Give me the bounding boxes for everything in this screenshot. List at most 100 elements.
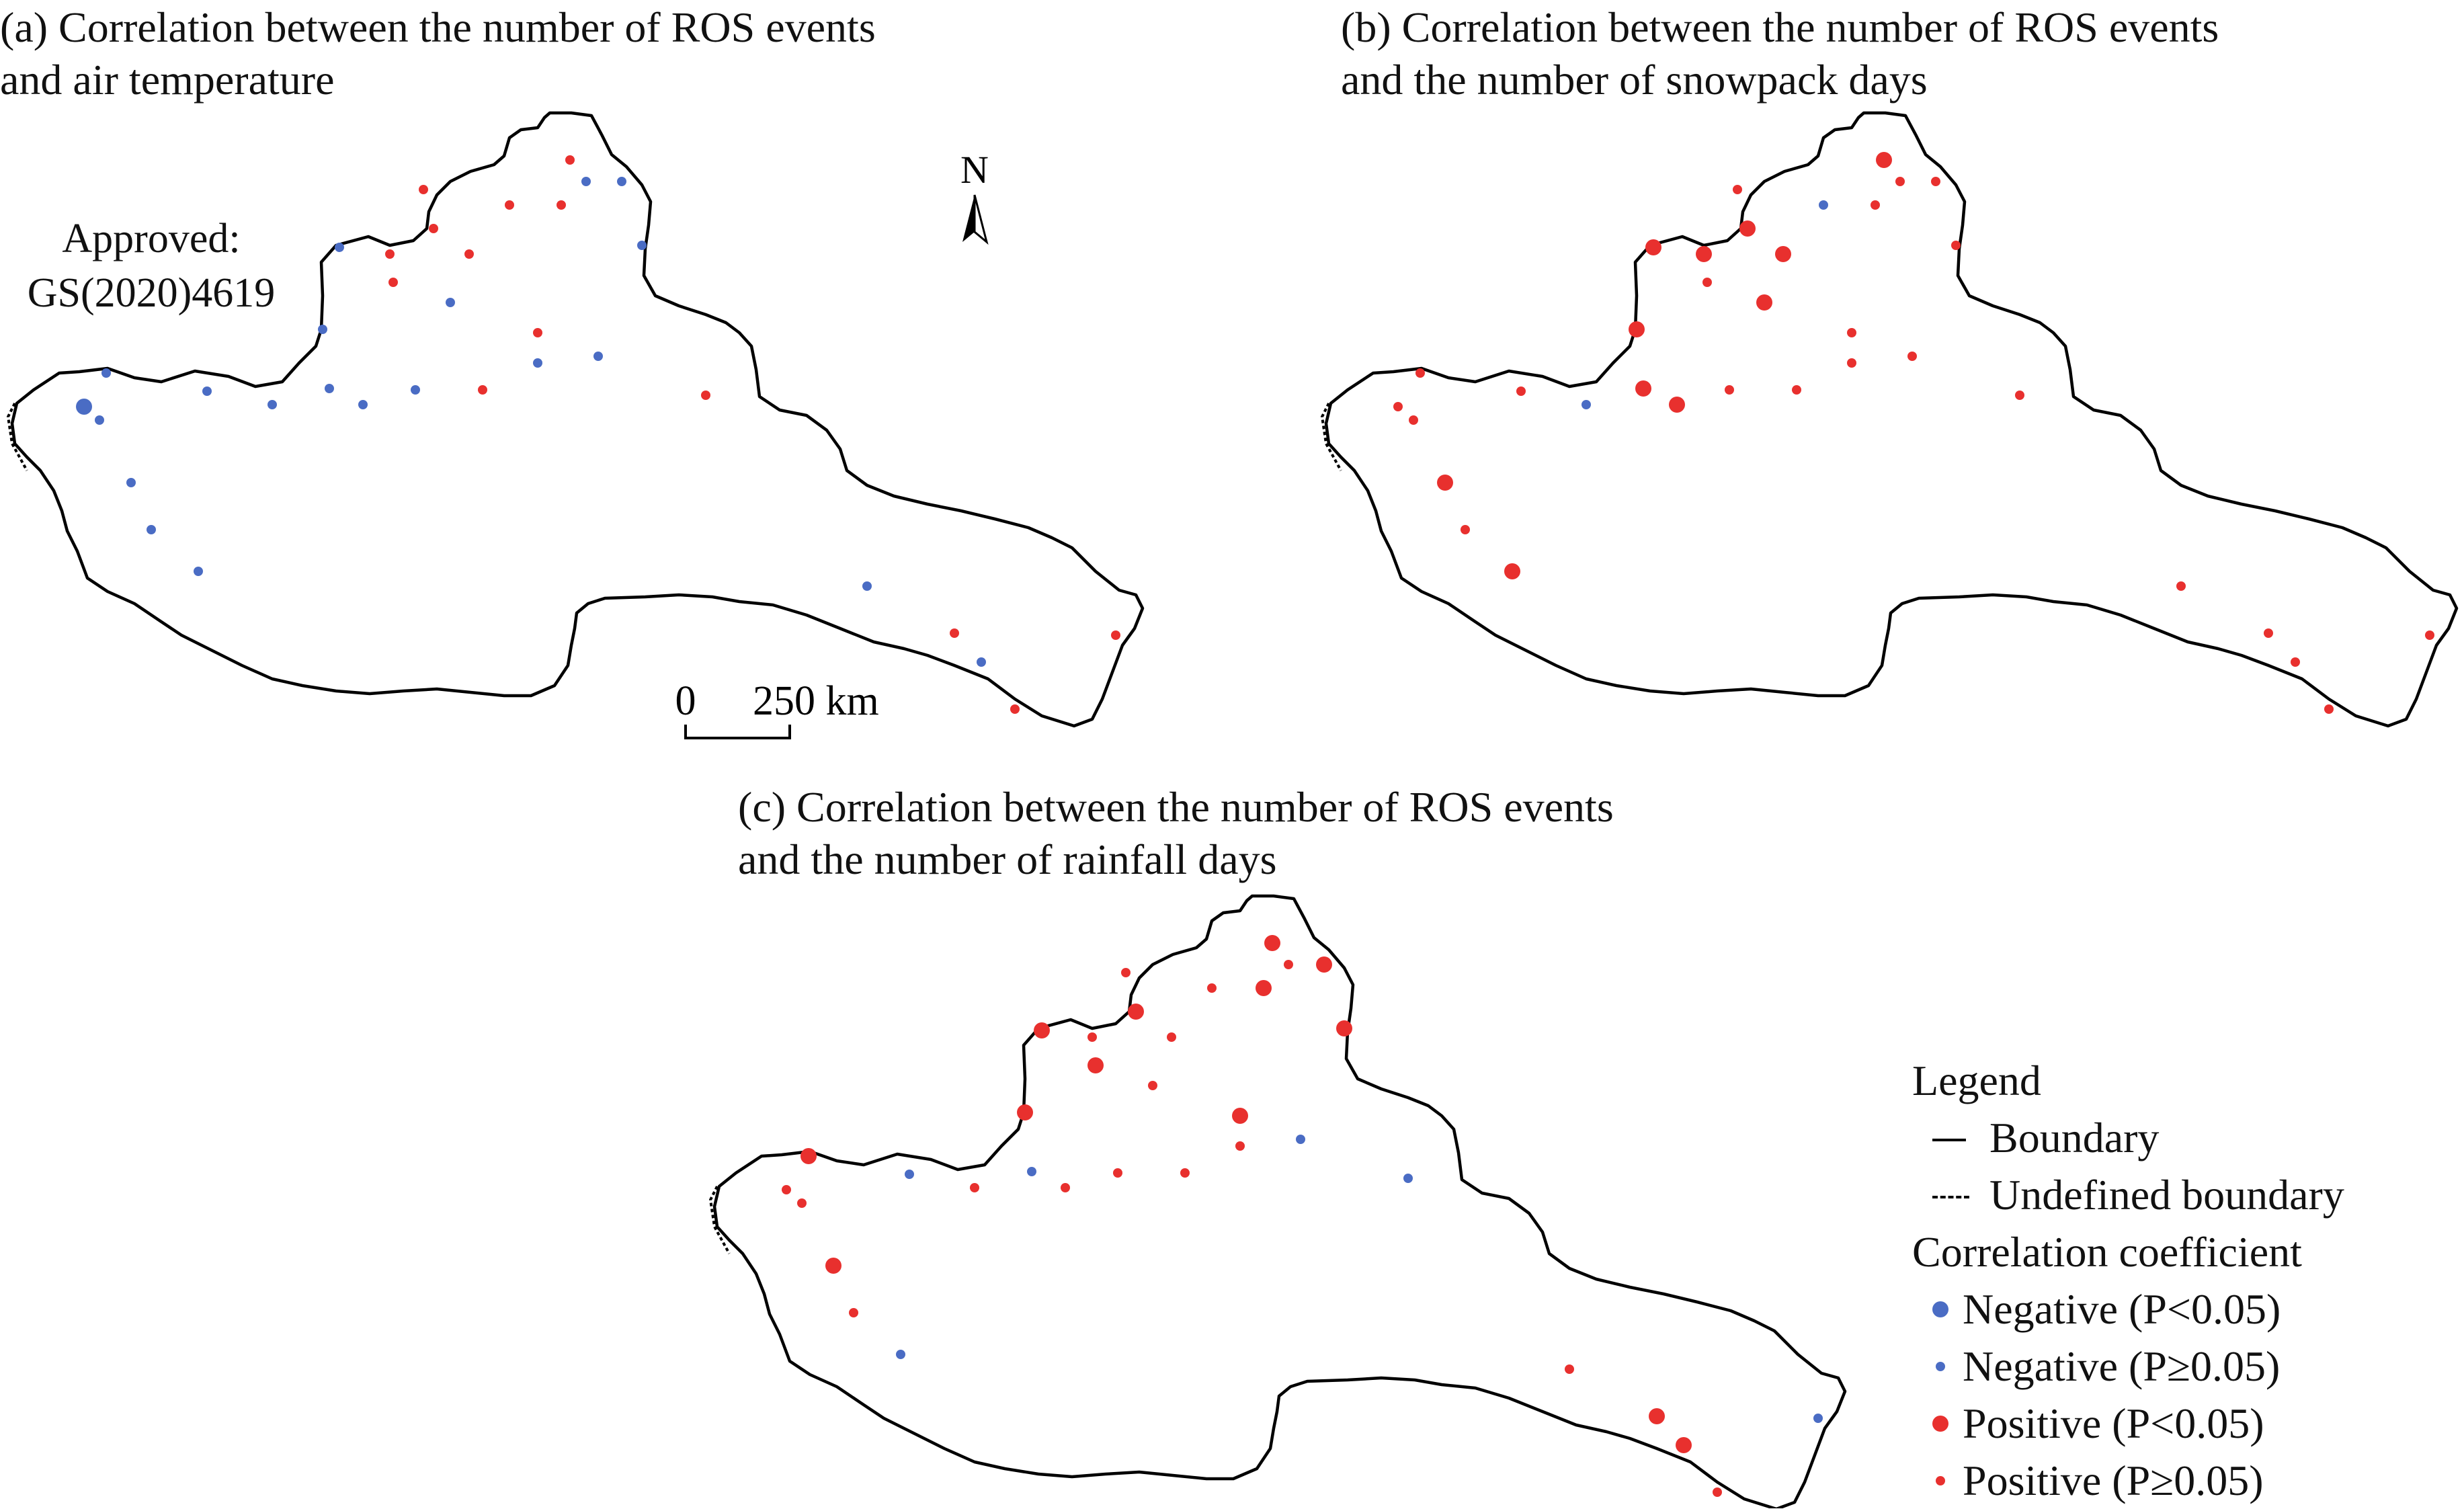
station-dot <box>1415 368 1425 378</box>
station-dot <box>1702 278 1712 287</box>
station-dots-a <box>76 155 1120 714</box>
station-dot <box>970 1183 979 1192</box>
station-dot <box>1437 475 1453 491</box>
station-dot <box>1167 1032 1176 1042</box>
station-dot <box>1128 1004 1144 1020</box>
legend-boundary: Boundary <box>1912 1109 2344 1166</box>
legend-label-negative-nonsig: Negative (P≥0.05) <box>1963 1342 2281 1390</box>
legend-dot-positive-sig <box>1932 1416 1948 1432</box>
station-dot <box>505 200 514 210</box>
station-dot <box>1409 415 1418 425</box>
legend-dot-negative-nonsig <box>1936 1362 1945 1371</box>
legend-item-positive-sig: Positive (P<0.05) <box>1912 1395 2344 1452</box>
panel-a-title: (a) Correlation between the number of RO… <box>0 1 876 106</box>
station-dot <box>1393 402 1403 411</box>
legend-boundary-label: Boundary <box>1989 1114 2160 1161</box>
station-dot <box>1725 385 1734 395</box>
station-dot <box>797 1198 807 1208</box>
station-dot <box>147 525 156 534</box>
panel-c-title-line1: (c) Correlation between the number of RO… <box>738 783 1614 831</box>
station-dot <box>1256 980 1272 996</box>
station-dot <box>1034 1022 1050 1038</box>
legend-dot-positive-nonsig <box>1936 1476 1945 1485</box>
station-dot <box>446 298 455 307</box>
legend-item-positive-nonsig: Positive (P≥0.05) <box>1912 1452 2344 1509</box>
station-dot <box>1296 1135 1305 1144</box>
station-dot <box>1336 1020 1352 1036</box>
station-dot <box>2291 657 2300 667</box>
station-dot <box>2264 628 2273 638</box>
station-dot <box>1027 1167 1036 1176</box>
station-dot <box>1113 1168 1122 1178</box>
approval-code: GS(2020)4619 <box>27 270 276 316</box>
legend-dot-negative-sig <box>1932 1301 1948 1317</box>
legend-coef-title: Correlation coefficient <box>1912 1228 2302 1276</box>
station-dot <box>1847 358 1856 368</box>
station-dot <box>385 249 395 259</box>
station-dot <box>101 368 111 378</box>
station-dot <box>1087 1057 1104 1073</box>
station-dot <box>977 657 986 667</box>
station-dot <box>419 185 428 194</box>
station-dot <box>335 243 344 252</box>
legend-label-positive-nonsig: Positive (P≥0.05) <box>1963 1457 2264 1504</box>
station-dot <box>202 386 212 396</box>
map-panel-a <box>8 113 1143 726</box>
station-dot <box>411 385 420 395</box>
station-dot <box>1504 563 1520 579</box>
station-dot <box>1461 525 1470 534</box>
station-dot <box>782 1185 791 1194</box>
station-dot <box>1316 956 1332 973</box>
station-dot <box>1111 630 1120 640</box>
station-dot <box>126 478 136 487</box>
station-dot <box>1180 1168 1190 1178</box>
legend-undefined-label: Undefined boundary <box>1989 1171 2344 1219</box>
panel-a-title-line1: (a) Correlation between the number of RO… <box>0 3 876 51</box>
station-dot <box>800 1148 817 1164</box>
legend: Legend Boundary Undefined boundary Corre… <box>1912 1052 2344 1509</box>
station-dot <box>593 352 603 361</box>
station-dot <box>325 384 334 393</box>
station-dot <box>533 328 542 337</box>
station-dot <box>1792 385 1801 395</box>
station-dots-c <box>782 935 1823 1497</box>
legend-item-negative-nonsig: Negative (P≥0.05) <box>1912 1338 2344 1395</box>
station-dot <box>896 1350 905 1359</box>
station-dot <box>565 155 575 165</box>
station-dot <box>1087 1032 1097 1042</box>
station-dot <box>825 1258 841 1274</box>
station-dot <box>358 400 368 409</box>
station-dot <box>701 391 710 400</box>
station-dot <box>1895 177 1905 186</box>
station-dot <box>905 1170 914 1179</box>
station-dot <box>1645 239 1661 255</box>
station-dot <box>1739 220 1756 237</box>
station-dot <box>1696 246 1712 262</box>
legend-label-negative-sig: Negative (P<0.05) <box>1963 1285 2281 1333</box>
legend-label-positive-sig: Positive (P<0.05) <box>1963 1399 2264 1447</box>
station-dot <box>268 400 277 409</box>
panel-c-title: (c) Correlation between the number of RO… <box>738 781 1614 886</box>
station-dot <box>862 581 872 591</box>
station-dot <box>1669 397 1685 413</box>
station-dot <box>2324 704 2334 714</box>
station-dot <box>95 415 104 425</box>
station-dot <box>1756 294 1772 311</box>
station-dot <box>581 177 591 186</box>
station-dots-b <box>1393 152 2434 714</box>
scale-bar: 0 250 km <box>675 678 879 739</box>
station-dot <box>1733 185 1742 194</box>
station-dot <box>1649 1408 1665 1424</box>
station-dot <box>1713 1487 1722 1497</box>
panel-b-title-line1: (b) Correlation between the number of RO… <box>1341 3 2219 51</box>
panel-b-title: (b) Correlation between the number of RO… <box>1341 1 2219 106</box>
station-dot <box>1207 983 1217 993</box>
station-dot <box>1629 321 1645 337</box>
station-dot <box>2176 581 2186 591</box>
station-dot <box>1813 1414 1823 1423</box>
station-dot <box>1061 1183 1070 1192</box>
station-dot <box>194 567 203 576</box>
station-dot <box>557 200 566 210</box>
legend-title: Legend <box>1912 1057 2041 1104</box>
legend-undefined-boundary: Undefined boundary <box>1912 1166 2344 1223</box>
